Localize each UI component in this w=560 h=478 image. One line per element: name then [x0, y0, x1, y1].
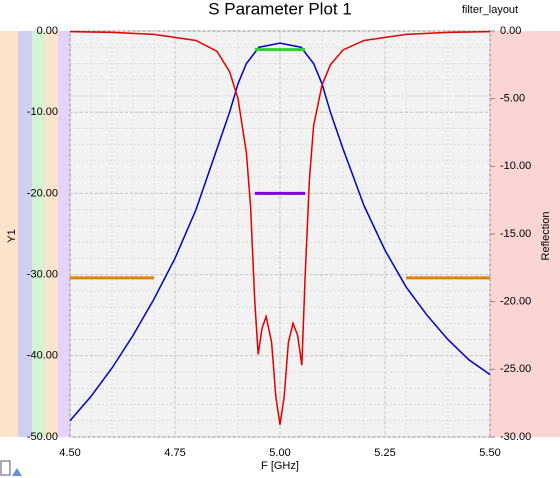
x-tick-label: 4.50 — [59, 447, 80, 459]
x-tick-label: 5.25 — [374, 447, 395, 459]
y2-tick-label: -30.00 — [500, 431, 531, 443]
x-tick-label: 5.00 — [269, 447, 290, 459]
y2-tick-label: -20.00 — [500, 296, 531, 308]
y2-tick-label: -15.00 — [500, 228, 531, 240]
y-tick-label: -10.00 — [27, 106, 58, 118]
subtitle: filter_layout — [462, 4, 518, 16]
x-tick-label: 5.50 — [479, 447, 500, 459]
y2-tick-label: -25.00 — [500, 363, 531, 375]
x-tick-label: 4.75 — [164, 447, 185, 459]
y-tick-label: 0.00 — [37, 25, 58, 37]
y-tick-label: -30.00 — [27, 269, 58, 281]
chart-title: S Parameter Plot 1 — [208, 0, 352, 18]
y-tick-label: -20.00 — [27, 187, 58, 199]
y-tick-label: -50.00 — [27, 431, 58, 443]
corner-icon — [0, 460, 11, 476]
band — [490, 31, 560, 437]
y2-tick-label: -10.00 — [500, 160, 531, 172]
x-axis-label: F [GHz] — [261, 460, 299, 472]
corner-icon — [12, 468, 22, 476]
band — [45, 31, 58, 437]
y-tick-label: -40.00 — [27, 350, 58, 362]
y2-axis-label: Reflection — [540, 212, 552, 261]
y-axis-label: Y1 — [6, 229, 18, 242]
band — [0, 31, 18, 437]
band — [18, 31, 32, 437]
y2-tick-label: 0.00 — [500, 25, 521, 37]
series-line — [69, 42, 491, 422]
series-line — [69, 30, 491, 425]
band — [32, 31, 45, 437]
y2-tick-label: -5.00 — [500, 93, 525, 105]
band — [58, 31, 70, 437]
